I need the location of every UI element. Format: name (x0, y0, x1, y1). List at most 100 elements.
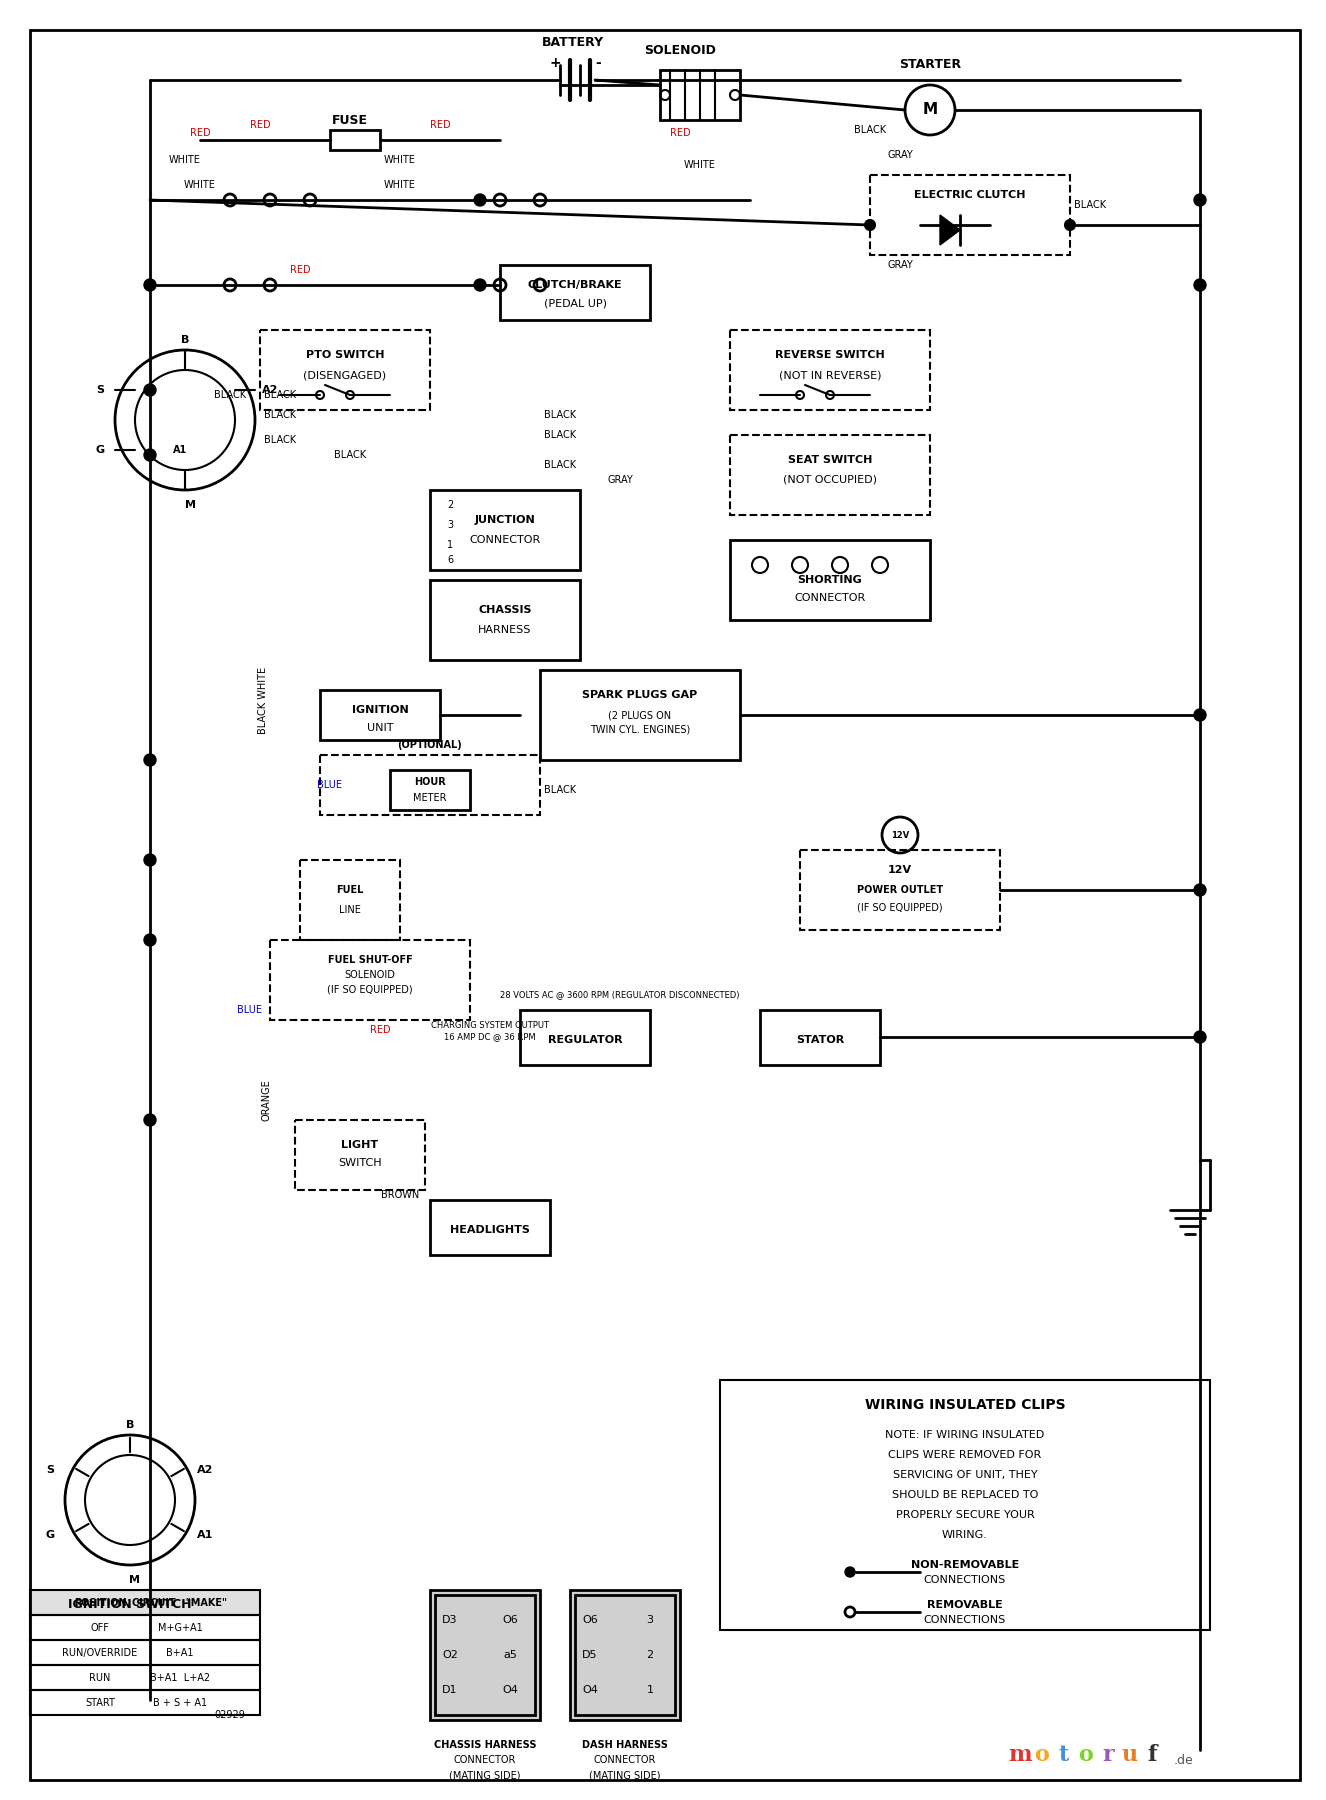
Text: GRAY: GRAY (607, 475, 633, 484)
Text: M+G+A1: M+G+A1 (158, 1624, 203, 1633)
Text: SERVICING OF UNIT, THEY: SERVICING OF UNIT, THEY (892, 1471, 1037, 1480)
Text: BLACK: BLACK (334, 450, 366, 461)
Text: f: f (1147, 1744, 1156, 1766)
Text: +: + (549, 56, 561, 70)
Bar (430, 490, 579, 571)
Text: BLACK: BLACK (264, 391, 296, 400)
Text: 2: 2 (447, 500, 453, 509)
Polygon shape (940, 214, 960, 245)
Bar (731, 329, 930, 410)
Circle shape (145, 281, 155, 290)
Bar (800, 850, 1000, 931)
Text: IGNITION: IGNITION (351, 706, 408, 715)
Text: (OPTIONAL): (OPTIONAL) (398, 740, 463, 751)
Bar (30, 1690, 260, 1715)
Text: (IF SO EQUIPPED): (IF SO EQUIPPED) (857, 904, 943, 913)
Circle shape (1065, 220, 1075, 230)
Text: u: u (1122, 1744, 1138, 1766)
Text: O2: O2 (442, 1651, 457, 1660)
Text: 16 AMP DC @ 36 RPM: 16 AMP DC @ 36 RPM (444, 1033, 536, 1042)
Text: RED: RED (370, 1024, 390, 1035)
Text: CONNECTOR: CONNECTOR (594, 1755, 656, 1766)
Circle shape (1193, 884, 1207, 896)
Circle shape (145, 1114, 156, 1127)
Text: ORANGE: ORANGE (263, 1080, 272, 1121)
Text: STARTER: STARTER (899, 58, 961, 72)
Text: CIRCUIT   "MAKE": CIRCUIT "MAKE" (133, 1598, 228, 1607)
Text: B+A1  L+A2: B+A1 L+A2 (150, 1672, 210, 1683)
Text: BLACK: BLACK (544, 430, 575, 439)
Text: G: G (45, 1530, 54, 1541)
Text: 02929: 02929 (215, 1710, 245, 1721)
Text: RED: RED (190, 128, 211, 139)
Bar (294, 1120, 426, 1190)
Text: SPARK PLUGS GAP: SPARK PLUGS GAP (582, 689, 697, 700)
Bar (731, 540, 930, 619)
Text: WIRING INSULATED CLIPS: WIRING INSULATED CLIPS (865, 1399, 1065, 1411)
Circle shape (845, 1568, 855, 1577)
Circle shape (1193, 709, 1207, 722)
Bar (30, 1615, 260, 1640)
Text: CLUTCH/BRAKE: CLUTCH/BRAKE (528, 281, 622, 290)
Bar (30, 1665, 260, 1690)
Text: LINE: LINE (339, 905, 361, 914)
Text: WIRING.: WIRING. (941, 1530, 988, 1541)
Bar (870, 175, 1070, 256)
Text: FUSE: FUSE (332, 113, 369, 126)
Circle shape (473, 194, 487, 205)
Circle shape (1193, 279, 1207, 292)
Text: RED: RED (670, 128, 691, 139)
Text: CHASSIS: CHASSIS (479, 605, 532, 616)
Text: B + S + A1: B + S + A1 (152, 1697, 207, 1708)
Text: TWIN CYL. ENGINES): TWIN CYL. ENGINES) (590, 725, 690, 734)
Text: M: M (130, 1575, 141, 1586)
Text: BLACK WHITE: BLACK WHITE (259, 666, 268, 734)
Text: FUEL SHUT-OFF: FUEL SHUT-OFF (328, 956, 412, 965)
Text: D5: D5 (582, 1651, 598, 1660)
Circle shape (145, 279, 156, 292)
Text: B+A1: B+A1 (166, 1649, 194, 1658)
Text: CONNECTIONS: CONNECTIONS (924, 1575, 1006, 1586)
Text: t: t (1059, 1744, 1069, 1766)
Circle shape (145, 383, 156, 396)
Text: 12V: 12V (888, 866, 912, 875)
Text: m: m (1008, 1744, 1032, 1766)
Text: METER: METER (414, 794, 447, 803)
Text: CLIPS WERE REMOVED FOR: CLIPS WERE REMOVED FOR (888, 1451, 1042, 1460)
Text: BLACK: BLACK (264, 410, 296, 419)
Text: BLACK: BLACK (854, 124, 886, 135)
Text: (NOT OCCUPIED): (NOT OCCUPIED) (782, 475, 876, 484)
Text: 2: 2 (647, 1651, 654, 1660)
Text: CHARGING SYSTEM OUTPUT: CHARGING SYSTEM OUTPUT (431, 1021, 549, 1030)
Text: G: G (95, 445, 105, 455)
Text: RED: RED (430, 121, 451, 130)
Bar (30, 1640, 260, 1665)
Text: (DISENGAGED): (DISENGAGED) (304, 371, 387, 380)
Text: NON-REMOVABLE: NON-REMOVABLE (911, 1561, 1020, 1570)
Text: NOTE: IF WIRING INSULATED: NOTE: IF WIRING INSULATED (886, 1429, 1045, 1440)
Text: BLACK: BLACK (264, 436, 296, 445)
Text: STATOR: STATOR (796, 1035, 845, 1046)
Bar (520, 1010, 650, 1066)
Bar (430, 1201, 550, 1255)
Text: POSITION: POSITION (74, 1598, 126, 1607)
Text: SOLENOID: SOLENOID (345, 970, 395, 979)
Text: BLACK: BLACK (544, 410, 575, 419)
Text: WHITE: WHITE (168, 155, 202, 166)
Text: 28 VOLTS AC @ 3600 RPM (REGULATOR DISCONNECTED): 28 VOLTS AC @ 3600 RPM (REGULATOR DISCON… (500, 990, 740, 999)
Text: BLACK: BLACK (1074, 200, 1106, 211)
Text: REMOVABLE: REMOVABLE (927, 1600, 1002, 1609)
Text: GRAY: GRAY (887, 259, 912, 270)
Circle shape (865, 220, 875, 230)
Text: 3: 3 (647, 1615, 654, 1625)
Circle shape (1193, 1031, 1207, 1042)
Text: CONNECTOR: CONNECTOR (453, 1755, 516, 1766)
Text: JUNCTION: JUNCTION (475, 515, 536, 526)
Text: D1: D1 (443, 1685, 457, 1696)
Text: CONNECTOR: CONNECTOR (794, 592, 866, 603)
Text: UNIT: UNIT (367, 724, 394, 733)
Bar (731, 436, 930, 515)
Text: B: B (180, 335, 190, 346)
Text: IGNITION SWITCH: IGNITION SWITCH (68, 1598, 192, 1611)
Circle shape (145, 934, 156, 947)
